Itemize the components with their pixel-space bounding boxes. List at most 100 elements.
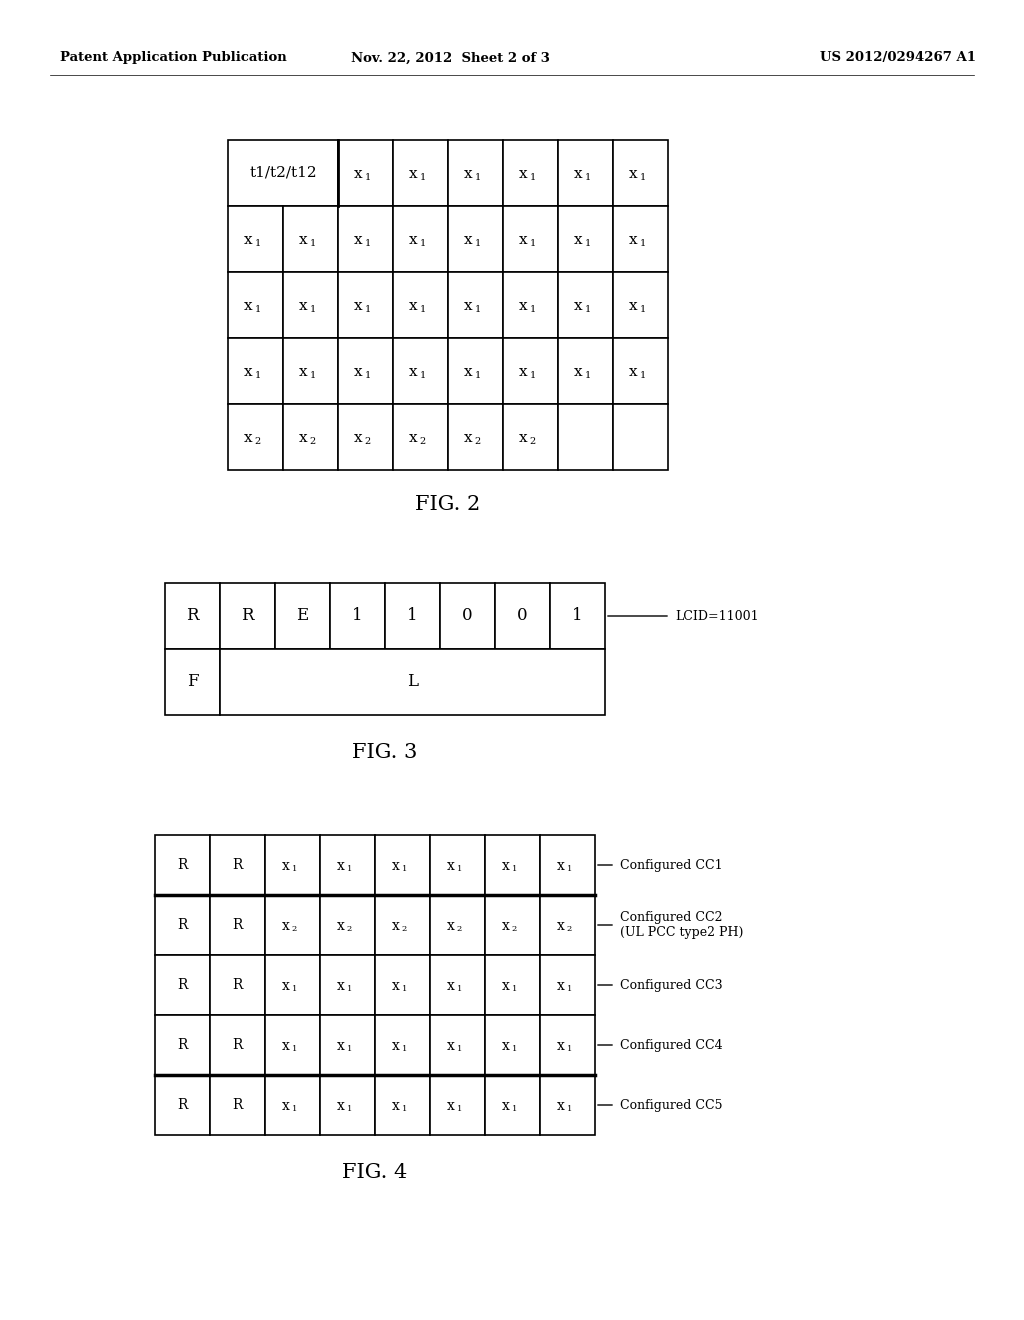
Bar <box>319 1074 375 1135</box>
Bar <box>440 583 495 649</box>
Bar <box>613 206 668 272</box>
Text: x: x <box>299 366 307 379</box>
Text: x: x <box>557 859 564 873</box>
Text: x: x <box>244 432 253 445</box>
Text: x: x <box>446 859 455 873</box>
Text: x: x <box>464 432 472 445</box>
Text: 0: 0 <box>462 607 473 624</box>
Bar <box>449 404 503 470</box>
Text: 1: 1 <box>640 305 646 314</box>
Text: 1: 1 <box>640 239 646 248</box>
Text: R: R <box>177 1098 187 1111</box>
Text: x: x <box>629 168 638 181</box>
Bar <box>265 1015 319 1074</box>
Text: x: x <box>446 979 455 993</box>
Bar <box>393 404 449 470</box>
Bar <box>485 954 540 1015</box>
Bar <box>319 954 375 1015</box>
Bar <box>449 140 503 206</box>
Text: x: x <box>244 300 253 313</box>
Text: 1: 1 <box>255 305 261 314</box>
Text: x: x <box>464 168 472 181</box>
Text: 1: 1 <box>566 985 571 993</box>
Text: x: x <box>409 234 418 247</box>
Bar <box>485 836 540 895</box>
Bar <box>430 1074 485 1135</box>
Bar <box>550 583 605 649</box>
Text: x: x <box>337 859 344 873</box>
Bar <box>165 583 220 649</box>
Text: x: x <box>557 979 564 993</box>
Bar <box>338 338 393 404</box>
Bar <box>393 272 449 338</box>
Bar <box>210 836 265 895</box>
Text: x: x <box>502 859 510 873</box>
Text: 1: 1 <box>309 305 315 314</box>
Bar <box>210 954 265 1015</box>
Text: 1: 1 <box>346 985 352 993</box>
Text: x: x <box>557 1039 564 1053</box>
Text: Configured CC5: Configured CC5 <box>620 1098 723 1111</box>
Text: x: x <box>391 919 399 933</box>
Bar <box>283 404 338 470</box>
Text: 1: 1 <box>566 865 571 873</box>
Bar <box>210 895 265 954</box>
Text: x: x <box>464 234 472 247</box>
Bar <box>485 1074 540 1135</box>
Bar <box>503 404 558 470</box>
Bar <box>228 140 338 206</box>
Bar <box>375 954 430 1015</box>
Text: 1: 1 <box>529 371 536 380</box>
Text: 1: 1 <box>474 239 480 248</box>
Text: R: R <box>232 978 243 993</box>
Text: Patent Application Publication: Patent Application Publication <box>60 51 287 65</box>
Text: R: R <box>177 917 187 932</box>
Bar <box>283 272 338 338</box>
Text: 1: 1 <box>529 173 536 181</box>
Bar <box>165 649 220 715</box>
Text: x: x <box>282 1100 290 1113</box>
Text: 1: 1 <box>474 173 480 181</box>
Bar <box>495 583 550 649</box>
Bar <box>540 1074 595 1135</box>
Text: 1: 1 <box>566 1105 571 1113</box>
Text: 1: 1 <box>572 607 583 624</box>
Text: 1: 1 <box>420 173 426 181</box>
Text: 1: 1 <box>512 1045 517 1053</box>
Text: R: R <box>232 1038 243 1052</box>
Text: FIG. 2: FIG. 2 <box>416 495 480 515</box>
Bar <box>338 206 393 272</box>
Text: 1: 1 <box>292 1105 297 1113</box>
Bar <box>540 954 595 1015</box>
Text: FIG. 4: FIG. 4 <box>342 1163 408 1183</box>
Bar <box>155 954 210 1015</box>
Text: 1: 1 <box>457 985 462 993</box>
Bar <box>330 583 385 649</box>
Text: x: x <box>519 432 527 445</box>
Text: 1: 1 <box>352 607 362 624</box>
Text: 1: 1 <box>512 1105 517 1113</box>
Text: US 2012/0294267 A1: US 2012/0294267 A1 <box>820 51 976 65</box>
Text: 2: 2 <box>420 437 426 446</box>
Text: x: x <box>502 1100 510 1113</box>
Text: x: x <box>409 300 418 313</box>
Bar <box>338 404 393 470</box>
Text: 2: 2 <box>474 437 480 446</box>
Text: 1: 1 <box>365 305 371 314</box>
Bar <box>375 1074 430 1135</box>
Text: Configured CC1: Configured CC1 <box>620 858 723 871</box>
Text: 1: 1 <box>640 173 646 181</box>
Text: x: x <box>337 979 344 993</box>
Text: 2: 2 <box>346 925 352 933</box>
Bar <box>338 272 393 338</box>
Text: R: R <box>177 978 187 993</box>
Bar <box>449 338 503 404</box>
Text: 1: 1 <box>585 371 591 380</box>
Text: x: x <box>446 919 455 933</box>
Bar <box>430 895 485 954</box>
Bar <box>613 338 668 404</box>
Bar <box>430 954 485 1015</box>
Text: 1: 1 <box>401 1105 407 1113</box>
Bar <box>155 895 210 954</box>
Bar <box>485 1015 540 1074</box>
